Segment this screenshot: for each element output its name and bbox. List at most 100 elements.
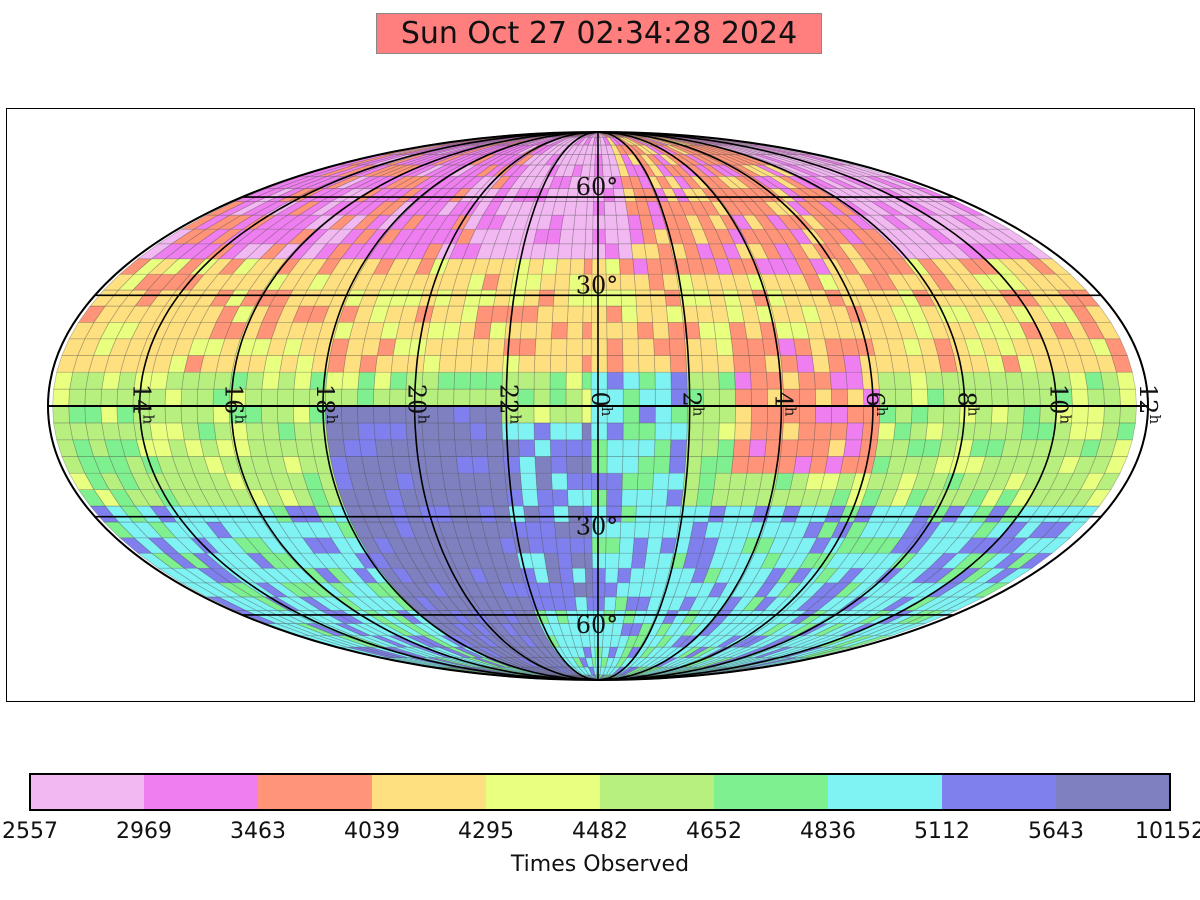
map-outline [47,131,1149,681]
sky-cell [956,371,976,390]
colorbar-segment [1056,774,1170,810]
sky-cell [439,456,459,474]
sky-cell [606,338,624,356]
sky-cell [894,388,913,407]
ra-label: 20h [403,384,433,425]
sky-cell [213,422,233,441]
sky-cell [592,567,606,584]
sky-cell [276,388,295,407]
sky-cell [649,289,667,307]
sky-cell [181,371,201,390]
sky-cell [795,439,815,457]
sky-cell [454,439,473,457]
sky-cell [517,422,535,441]
sky-cell [552,289,570,307]
sky-cell [622,371,640,390]
sky-cell [633,273,651,291]
sky-cell [827,355,847,373]
colorbar-tick-label: 4836 [800,819,856,844]
sky-cell [622,456,639,474]
sky-cell [1119,405,1137,424]
dec-label: 30° [576,513,619,541]
sky-cell [843,355,863,373]
sky-cell [181,422,201,441]
sky-cell [956,422,976,441]
sky-cell [453,405,471,424]
sky-cell [630,243,647,260]
colorbar-frame [29,773,1171,811]
sky-cell [670,422,688,441]
sky-cell [590,338,608,356]
sky-cell [590,456,608,474]
sky-cell [728,472,748,491]
sky-cell [470,355,488,373]
sky-cell [927,388,945,407]
sky-cell [533,405,551,424]
colorbar-segment [30,774,144,810]
sky-cell [292,388,311,407]
sky-cell [457,472,477,491]
sky-cell [437,371,456,390]
sky-cell [670,371,688,390]
sky-cell [604,228,619,245]
sky-cell [180,388,199,407]
sky-cell [734,388,752,407]
sky-cell [652,472,670,491]
sky-cell [780,355,799,373]
sky-cell [555,258,572,275]
sky-cell [606,321,623,340]
sky-cell [1068,422,1088,441]
sky-cell [638,422,656,441]
sky-cell [606,439,624,457]
sky-cell [374,439,394,457]
sky-cell [638,371,656,390]
sky-cell [793,338,813,356]
sky-cell [793,456,813,474]
sky-cell [1084,422,1104,441]
sky-cell [606,472,623,491]
sky-cell [715,456,734,474]
sky-cell [457,321,477,340]
sky-cell [536,489,554,507]
sky-cell [874,439,895,457]
sky-cell [437,405,455,424]
sky-cell [455,456,474,474]
sky-cell [549,371,567,390]
sky-cell [501,422,519,441]
sky-cell [592,582,606,598]
sky-cell [702,371,720,390]
sky-cell [653,439,672,457]
sky-cell [743,472,763,491]
sky-cell [874,355,895,373]
sky-cell [632,537,649,554]
sky-cell [573,582,587,598]
sky-cell [717,439,735,457]
sky-cell [571,228,587,245]
sky-cell [615,582,630,598]
sky-cell [659,537,677,554]
sky-cell [718,388,736,407]
sky-cell [1020,371,1040,390]
sky-cell [421,422,440,441]
sky-cell [603,201,617,216]
sky-cell [566,472,584,491]
sky-cell [536,305,554,323]
sky-cell [53,422,74,441]
sky-cell [734,422,752,441]
sky-cell [485,422,503,441]
sky-cell [893,422,912,441]
sky-cell [325,422,344,441]
svg-text:12h: 12h [1134,384,1164,425]
sky-cell [734,371,752,390]
sky-cell [713,472,732,491]
sky-cell [638,405,656,424]
colorbar-segment [714,774,828,810]
sky-cell [164,388,183,407]
sky-cell [535,472,553,491]
sky-cell [988,422,1008,441]
sky-cell [638,439,656,457]
sky-cell [629,228,645,245]
sky-cell [373,388,391,407]
sky-cell [533,422,551,441]
colorbar-tick-label: 4295 [458,819,514,844]
